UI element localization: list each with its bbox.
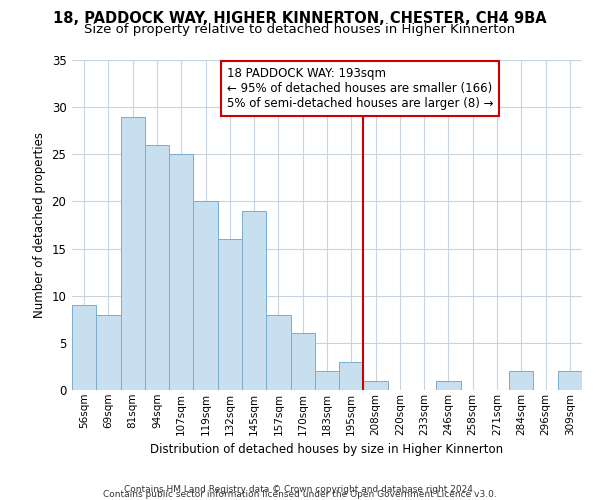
Y-axis label: Number of detached properties: Number of detached properties: [33, 132, 46, 318]
Text: Size of property relative to detached houses in Higher Kinnerton: Size of property relative to detached ho…: [85, 22, 515, 36]
Bar: [145, 145, 169, 390]
X-axis label: Distribution of detached houses by size in Higher Kinnerton: Distribution of detached houses by size …: [151, 443, 503, 456]
Bar: [169, 154, 193, 390]
Text: Contains HM Land Registry data © Crown copyright and database right 2024.: Contains HM Land Registry data © Crown c…: [124, 485, 476, 494]
Bar: [290, 334, 315, 390]
Bar: [436, 380, 461, 390]
Bar: [72, 305, 96, 390]
Bar: [339, 362, 364, 390]
Bar: [218, 239, 242, 390]
Bar: [266, 314, 290, 390]
Bar: [509, 371, 533, 390]
Text: Contains public sector information licensed under the Open Government Licence v3: Contains public sector information licen…: [103, 490, 497, 499]
Bar: [121, 116, 145, 390]
Bar: [242, 211, 266, 390]
Bar: [96, 314, 121, 390]
Bar: [558, 371, 582, 390]
Bar: [364, 380, 388, 390]
Bar: [193, 202, 218, 390]
Bar: [315, 371, 339, 390]
Text: 18 PADDOCK WAY: 193sqm
← 95% of detached houses are smaller (166)
5% of semi-det: 18 PADDOCK WAY: 193sqm ← 95% of detached…: [227, 66, 493, 110]
Text: 18, PADDOCK WAY, HIGHER KINNERTON, CHESTER, CH4 9BA: 18, PADDOCK WAY, HIGHER KINNERTON, CHEST…: [53, 11, 547, 26]
